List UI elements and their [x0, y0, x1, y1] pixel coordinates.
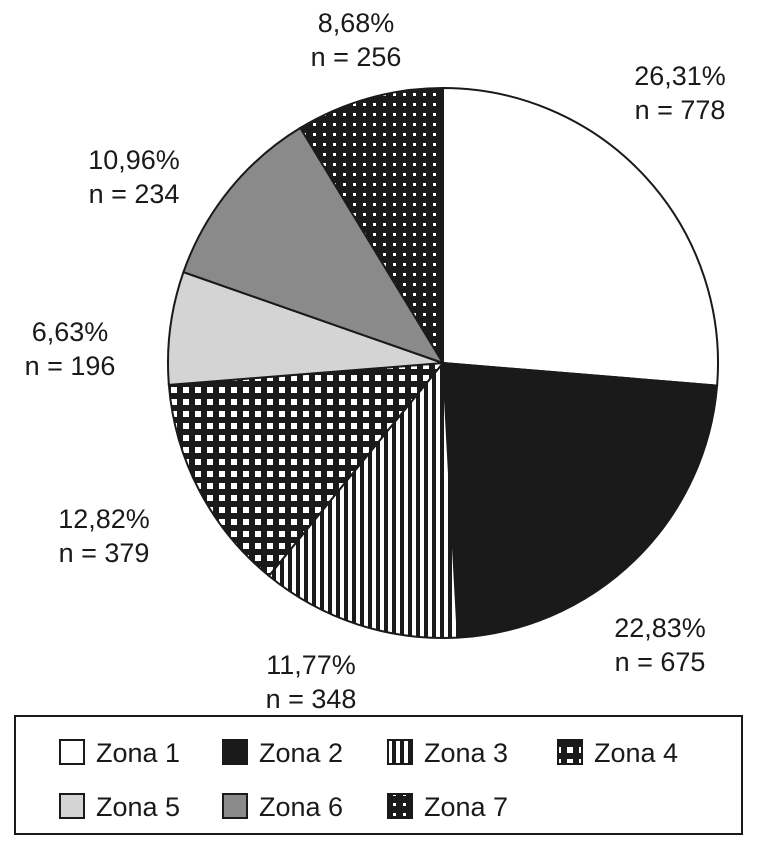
- legend-label: Zona 2: [259, 738, 343, 768]
- slice-percent-label: 11,77%: [266, 650, 356, 680]
- legend-swatch: [557, 739, 583, 765]
- legend-label: Zona 1: [96, 738, 180, 768]
- legend-label: Zona 7: [424, 792, 508, 822]
- legend-label: Zona 3: [424, 738, 508, 768]
- legend-label: Zona 4: [594, 738, 678, 768]
- pie-slice-zona-4: [167, 361, 446, 578]
- legend-swatch: [387, 793, 413, 819]
- pie-slice-zona-2: [441, 361, 719, 639]
- slice-count-label: n = 234: [89, 179, 180, 209]
- legend: Zona 1 Zona 2 Zona 3 Zona 4 Zona 5 Zona 6 Zona…: [14, 715, 743, 835]
- legend-label: Zona 6: [259, 792, 343, 822]
- legend-label: Zona 5: [96, 792, 180, 822]
- slice-count-label: n = 256: [311, 42, 402, 72]
- pie-slice-zona-5: [167, 270, 444, 386]
- slice-percent-label: 10,96%: [88, 145, 180, 175]
- pie-slices: [167, 86, 719, 639]
- slice-count-label: n = 675: [615, 647, 706, 677]
- slice-count-label: n = 196: [25, 351, 116, 381]
- legend-frame: [14, 715, 743, 835]
- legend-swatch: [59, 739, 85, 765]
- legend-swatch: [387, 739, 413, 765]
- legend-swatch: [222, 739, 248, 765]
- pie-slice-zona-3: [267, 360, 459, 639]
- legend-swatch: [222, 793, 248, 819]
- slice-percent-label: 8,68%: [318, 8, 395, 38]
- slice-percent-label: 22,83%: [614, 613, 706, 643]
- slice-count-label: n = 778: [635, 95, 726, 125]
- pie-slice-zona-7: [298, 86, 444, 367]
- pie-labels: 26,31% n = 778 22,83% n = 675 11,77% n = 348 1…: [25, 8, 726, 714]
- pie-slice-zona-6: [182, 126, 446, 365]
- slice-percent-label: 26,31%: [634, 61, 726, 91]
- slice-count-label: n = 379: [59, 538, 150, 568]
- legend-swatch: [59, 793, 85, 819]
- slice-count-label: n = 348: [266, 684, 357, 714]
- slice-percent-label: 12,82%: [58, 504, 150, 534]
- pie-slice-zona-1: [442, 86, 719, 387]
- slice-percent-label: 6,63%: [32, 317, 109, 347]
